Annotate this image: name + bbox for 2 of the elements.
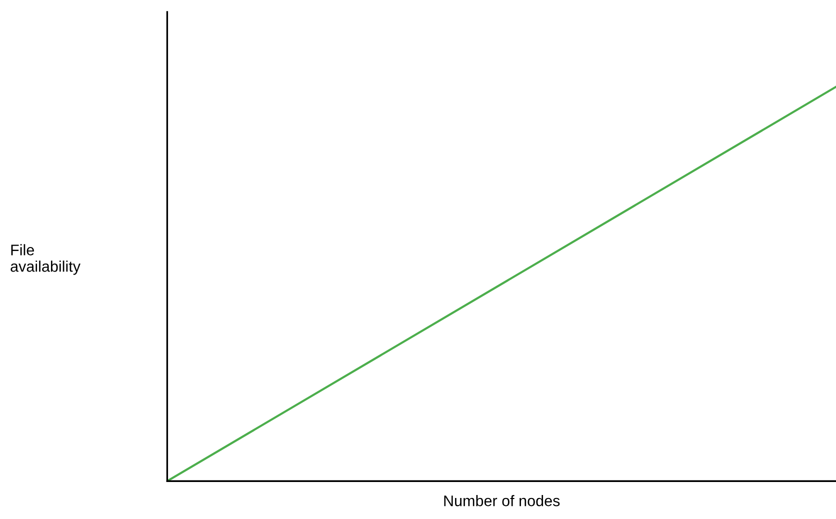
y-axis-title: File availability [10,244,80,275]
x-axis-title: Number of nodes [444,495,560,506]
